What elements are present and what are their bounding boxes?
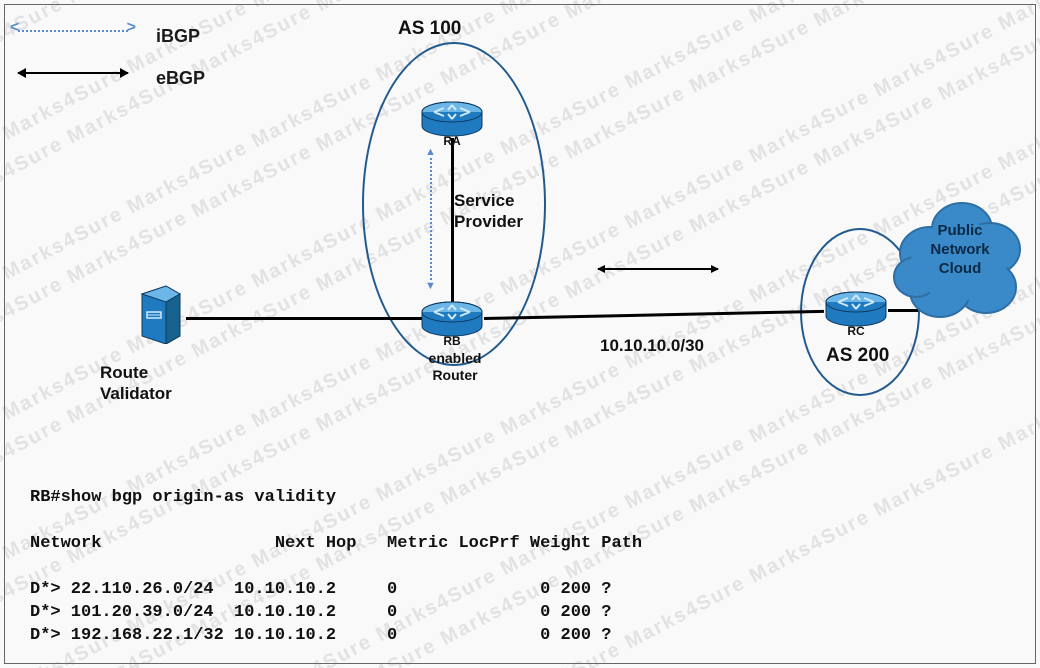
cloud-label: Public Network Cloud [912,222,1008,278]
router-ra-label: RA [420,134,484,148]
ibgp-session-ra-rb [430,158,432,280]
router-rb: RB [420,300,484,336]
cli-output: RB#show bgp origin-as validity Network N… [30,487,642,648]
route-validator-label: Route Validator [100,362,172,405]
legend-ebgp-label: eBGP [156,68,205,89]
link-ra-rb [451,138,454,302]
router-rb-label: RB [420,334,484,348]
enabled-router-label: enabled Router [420,350,490,384]
as100-label: AS 100 [398,18,461,40]
link-rb-validator [186,317,422,320]
router-rc-label: RC [824,324,888,338]
as200-label: AS 200 [826,345,889,367]
router-rc: RC [824,290,888,326]
ibgp-line-icon [18,30,128,50]
legend-ibgp-label: iBGP [156,26,200,47]
service-provider-label: Service Provider [454,190,523,233]
ebgp-session-as100-as200 [598,268,718,270]
server-icon [136,282,186,344]
route-validator-server [136,282,186,344]
subnet-label: 10.10.10.0/30 [600,336,704,356]
router-ra: RA [420,100,484,136]
legend: iBGP eBGP [18,22,205,106]
ebgp-line-icon [18,72,128,92]
